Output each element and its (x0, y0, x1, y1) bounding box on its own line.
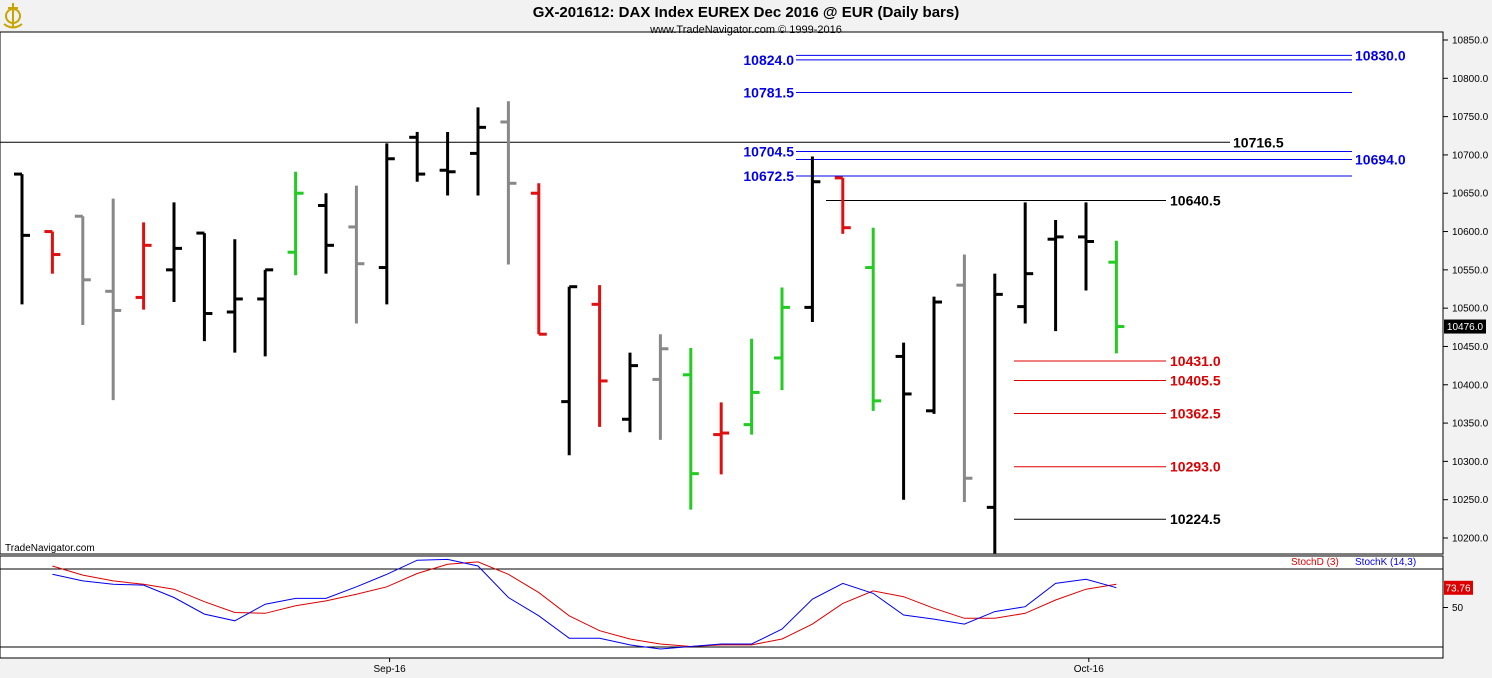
y-tick-label: 10200.0 (1452, 534, 1489, 545)
ohlc-bar (956, 254, 973, 502)
y-tick-label: 10600.0 (1452, 227, 1489, 238)
stochastic-panel (0, 555, 1444, 659)
logo-anchor-shape (3, 3, 23, 29)
ohlc-bar (804, 156, 821, 322)
y-tick-label: 10750.0 (1452, 112, 1489, 123)
level-label: 10672.5 (743, 168, 794, 184)
ohlc-bar (713, 402, 730, 475)
y-tick-label: 10550.0 (1452, 265, 1489, 276)
ohlc-bar (682, 347, 699, 510)
y-tick-label: 10700.0 (1452, 150, 1489, 161)
ohlc-bar (652, 334, 669, 440)
ohlc-bar (378, 143, 395, 305)
level-label: 10694.0 (1355, 152, 1406, 168)
level-label: 10824.0 (743, 52, 794, 68)
ohlc-bar (774, 287, 790, 391)
price-axis: 10850.0 10800.0 10750.0 10700.0 10650.0 10600… (1443, 36, 1489, 545)
last-price-box (1444, 319, 1486, 334)
watermark: TradeNavigator.com (5, 543, 95, 554)
ohlc-bar (986, 273, 1003, 554)
ohlc-bar (895, 342, 912, 500)
y-tick-label: 10400.0 (1452, 380, 1489, 391)
logo (3, 3, 23, 29)
y-tick-label: 10350.0 (1452, 419, 1489, 430)
x-axis: Sep-16 Oct-16 (373, 658, 1104, 675)
price-panel (0, 31, 1444, 555)
level-label: 10431.0 (1170, 353, 1221, 369)
ohlc-bar (14, 172, 30, 305)
y-tick-label: 10450.0 (1452, 342, 1489, 353)
ohlc-bar (530, 183, 547, 336)
y-tick-label: 10650.0 (1452, 189, 1489, 200)
last-price-label: 10476.0 (1447, 322, 1484, 333)
level-label: 10781.5 (743, 84, 794, 100)
legend-stochk: StochK (14,3) (1355, 557, 1416, 568)
level-label: 10362.5 (1170, 406, 1221, 422)
y-tick-label: 10250.0 (1452, 495, 1489, 506)
ohlc-bar (561, 285, 578, 456)
y-tick-label: 10300.0 (1452, 457, 1489, 468)
ohlc-bar (196, 231, 213, 342)
ohlc-bar (865, 227, 882, 411)
stoch-value-label: 73.76 (1445, 583, 1470, 594)
stoch-tick-label: 50 (1452, 603, 1464, 614)
y-tick-label: 10850.0 (1452, 36, 1489, 47)
ohlc-bar (1078, 202, 1094, 291)
ohlc-bar (1047, 220, 1064, 332)
level-label: 10293.0 (1170, 459, 1221, 475)
copyright-text: www.TradeNavigator.com © 1999-2016 (649, 24, 842, 36)
ohlc-bar (166, 202, 182, 303)
stoch-series-line (52, 561, 1117, 648)
ohlc-bar (1108, 240, 1125, 354)
ohlc-bar (287, 171, 304, 276)
ohlc-bar (500, 101, 517, 265)
levels-layer: 10830.0 10824.0 10781.5 10716.5 10704.5 10694… (0, 47, 1406, 527)
ohlc-bar (1017, 202, 1034, 324)
level-label: 10405.5 (1170, 373, 1221, 389)
ohlc-bar (591, 285, 608, 427)
ohlc-bar (926, 296, 942, 414)
level-label: 10830.0 (1355, 47, 1406, 63)
ohlc-bar (470, 107, 486, 196)
ohlc-bar (44, 230, 61, 274)
ohlc-bar (257, 268, 274, 357)
ohlc-bar (622, 352, 638, 433)
ohlc-bar (105, 198, 122, 401)
level-label: 10640.5 (1170, 193, 1221, 209)
stochastic-layer: 50 (52, 558, 1464, 650)
stoch-value-box (1444, 580, 1473, 595)
ohlc-bar (834, 176, 851, 234)
chart-title: GX-201612: DAX Index EUREX Dec 2016 @ EU… (533, 4, 959, 21)
level-label: 10704.5 (743, 143, 794, 159)
legend-stochd: StochD (3) (1291, 557, 1339, 568)
ohlc-bar (743, 338, 760, 435)
ohlc-bar (409, 131, 426, 182)
level-label: 10716.5 (1233, 134, 1284, 150)
y-tick-label: 10800.0 (1452, 74, 1489, 85)
level-label: 10224.5 (1170, 511, 1221, 527)
ohlc-bar (74, 214, 91, 326)
bars-layer (14, 101, 1125, 554)
ohlc-bar (348, 185, 365, 324)
ohlc-bar (135, 222, 152, 310)
y-tick-label: 10500.0 (1452, 304, 1489, 315)
ohlc-bar (439, 131, 456, 196)
x-tick-label: Sep-16 (373, 664, 406, 675)
x-tick-label: Oct-16 (1074, 664, 1104, 675)
stoch-series-line (52, 558, 1117, 650)
ohlc-bar (318, 193, 334, 274)
ohlc-bar (226, 239, 243, 353)
